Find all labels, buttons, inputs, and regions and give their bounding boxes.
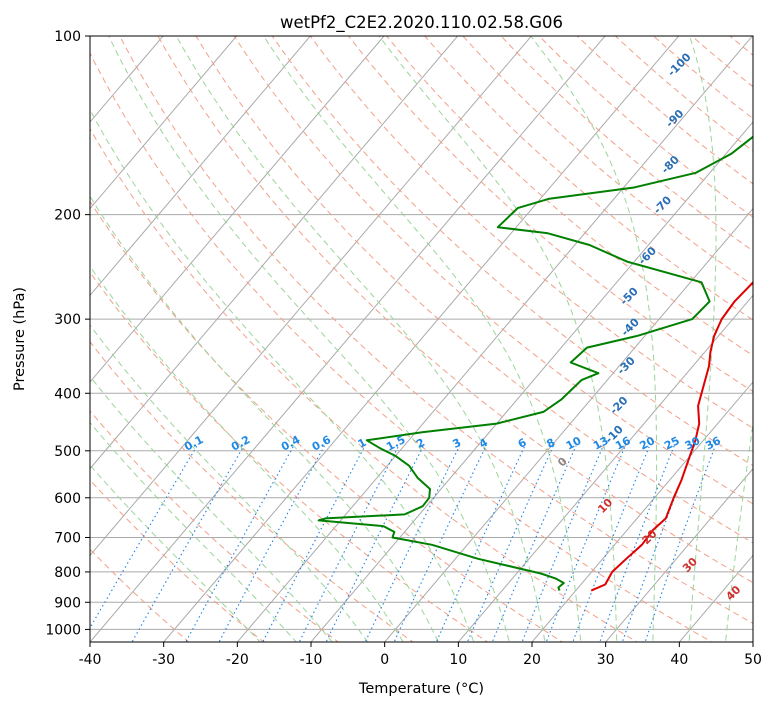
mixing-ratio-label: 20 <box>637 434 657 453</box>
dry-adiabat-line <box>195 36 753 544</box>
mixing-ratio-line <box>131 445 245 642</box>
y-tick-label: 600 <box>54 491 81 507</box>
y-axis-label: Pressure (hPa) <box>12 287 28 391</box>
moist-adiabat-line <box>263 36 582 642</box>
dry-adiabat-line <box>90 341 414 642</box>
dry-adiabat-line <box>90 479 265 642</box>
y-tick-label: 800 <box>54 565 81 581</box>
mixing-ratio-line <box>185 445 295 642</box>
y-tick-label: 900 <box>54 595 81 611</box>
dry-adiabat-line <box>90 52 713 642</box>
dry-adiabat-line <box>90 548 190 642</box>
isotherm-line <box>90 36 312 297</box>
mixing-ratio-line <box>599 445 675 642</box>
x-tick-label: 10 <box>449 652 467 668</box>
mixing-ratio-line <box>644 445 716 642</box>
dry-adiabat-line <box>386 36 753 357</box>
isotherm-line <box>457 294 753 642</box>
moist-adiabat-line <box>530 36 658 642</box>
x-tick-label: 20 <box>523 652 541 668</box>
dry-adiabat-line <box>271 36 753 467</box>
dry-adiabat-line <box>119 36 753 624</box>
x-tick-label: -10 <box>300 652 323 668</box>
mixing-ratio-label: 30 <box>683 434 703 453</box>
dewpoint-profile-line <box>317 135 753 591</box>
mixing-ratio-line <box>218 445 326 642</box>
x-axis-label: Temperature (°C) <box>358 681 484 697</box>
isotherm-line <box>605 467 753 642</box>
mixing-ratio-label: 10 <box>564 434 584 453</box>
moist-adiabat-line <box>108 36 510 642</box>
mixing-ratio-line <box>325 445 424 642</box>
dry-adiabat-line <box>157 36 753 584</box>
x-tick-label: -40 <box>79 652 102 668</box>
x-tick-label: 50 <box>744 652 762 668</box>
x-tick-label: 30 <box>597 652 615 668</box>
mixing-ratio-label: 16 <box>613 434 633 453</box>
mixing-ratio-line <box>393 445 487 642</box>
dry-adiabat-line <box>90 410 340 642</box>
moist-adiabat-line <box>90 375 333 642</box>
mixing-ratio-line <box>364 445 461 642</box>
isotherm-line <box>90 36 459 470</box>
plot-frame <box>89 35 754 643</box>
y-tick-label: 400 <box>54 386 81 402</box>
mixing-ratio-label: 36 <box>703 434 723 453</box>
y-tick-label: 300 <box>54 312 81 328</box>
x-tick-label: -20 <box>226 652 249 668</box>
isotherm-line <box>531 381 753 642</box>
moist-adiabat-line <box>90 108 475 642</box>
y-tick-label: 100 <box>54 29 81 45</box>
mixing-ratio-line <box>298 445 400 642</box>
x-tick-label: 0 <box>380 652 389 668</box>
dry-adiabat-line <box>90 271 489 642</box>
chart-title: wetPf2_C2E2.2020.110.02.58.G06 <box>280 13 563 33</box>
x-tick-label: -30 <box>152 652 175 668</box>
mixing-ratio-line <box>435 445 526 642</box>
isotherm-line <box>163 36 680 642</box>
x-tick-label: 40 <box>670 652 688 668</box>
moist-adiabat-line <box>175 36 546 642</box>
mixing-ratio-line <box>572 445 651 642</box>
dry-adiabat-line <box>424 36 753 321</box>
mixing-ratio-line <box>90 445 198 629</box>
moist-adiabat-line <box>688 36 717 642</box>
isotherm-line <box>90 36 606 642</box>
isotherm-line <box>90 36 385 383</box>
dry-adiabat-line <box>233 36 753 505</box>
isotherm-line <box>90 36 238 210</box>
y-tick-label: 700 <box>54 531 81 547</box>
dry-adiabat-line <box>90 127 639 642</box>
isotherm-line <box>310 121 753 642</box>
isotherm-line <box>90 36 533 557</box>
y-tick-label: 500 <box>54 444 81 460</box>
mixing-ratio-label: 25 <box>662 434 682 453</box>
y-tick-label: 1000 <box>45 622 81 638</box>
y-tick-label: 200 <box>54 208 81 224</box>
dry-adiabat-line <box>90 200 564 642</box>
moist-adiabat-line <box>725 420 753 642</box>
isotherm-line <box>90 36 164 123</box>
mixing-ratio-label: 13 <box>591 434 611 453</box>
moist-adiabat-line <box>378 36 618 642</box>
temperature-profile-line <box>590 280 753 592</box>
mixing-ratio-line <box>262 445 366 642</box>
